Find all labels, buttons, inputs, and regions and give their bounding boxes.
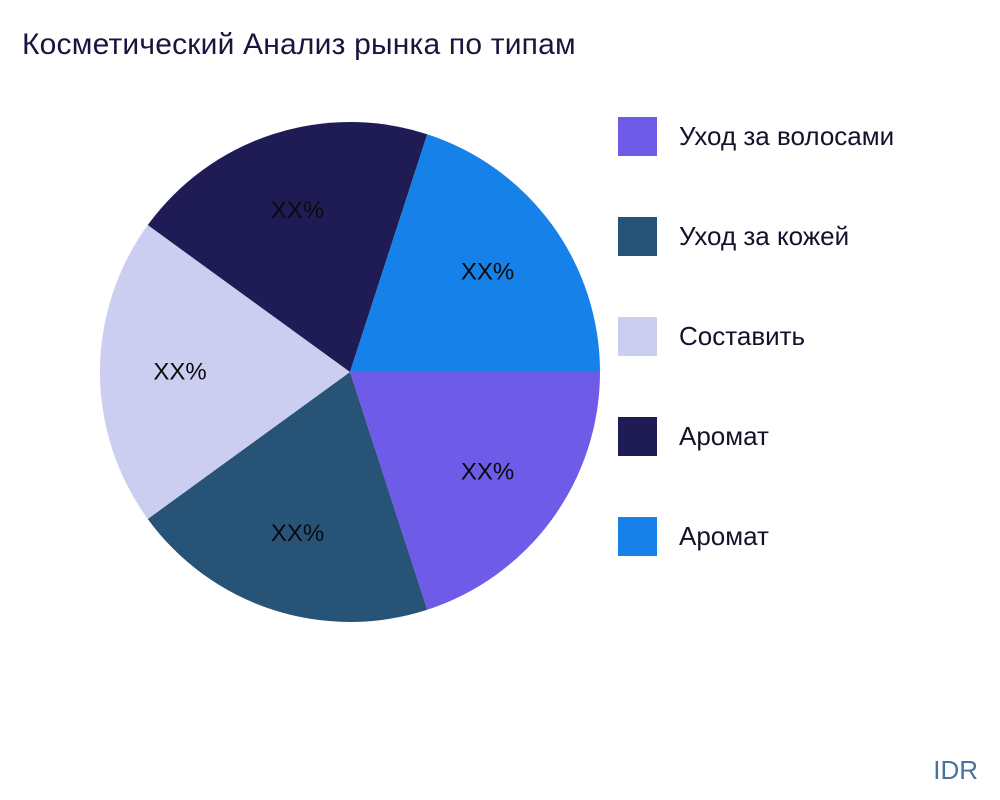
legend-label: Уход за волосами bbox=[679, 120, 895, 151]
legend-label: Составить bbox=[679, 320, 806, 351]
pie-slice bbox=[350, 372, 600, 610]
legend-item: Аромат bbox=[618, 416, 894, 456]
slice-percentage-label: XX% bbox=[271, 197, 324, 224]
legend-swatch bbox=[618, 216, 657, 256]
pie-slice bbox=[147, 372, 428, 622]
chart-legend: Уход за волосами Уход за кожей Составить Ар… bbox=[618, 116, 894, 616]
watermark-label: IDR bbox=[933, 755, 978, 785]
legend-label: Аромат bbox=[679, 420, 769, 451]
legend-swatch bbox=[618, 416, 657, 456]
legend-swatch bbox=[618, 116, 657, 156]
slice-percentage-label: XX% bbox=[461, 259, 514, 286]
legend-item: Уход за волосами bbox=[618, 116, 894, 156]
legend-item: Составить bbox=[618, 316, 894, 356]
legend-swatch bbox=[618, 316, 657, 356]
legend-item: Уход за кожей bbox=[618, 216, 894, 256]
pie-slice bbox=[350, 134, 600, 372]
pie-slice bbox=[100, 225, 350, 519]
legend-label: Аромат bbox=[679, 520, 769, 551]
chart-title: Косметический Анализ рынка по типам bbox=[22, 28, 576, 61]
pie-slice bbox=[147, 122, 428, 373]
legend-label: Уход за кожей bbox=[679, 220, 850, 251]
legend-item: Аромат bbox=[618, 516, 894, 556]
slice-percentage-label: XX% bbox=[271, 520, 324, 547]
legend-swatch bbox=[618, 516, 657, 556]
slice-percentage-label: XX% bbox=[153, 359, 206, 386]
slice-percentage-label: XX% bbox=[461, 458, 514, 485]
